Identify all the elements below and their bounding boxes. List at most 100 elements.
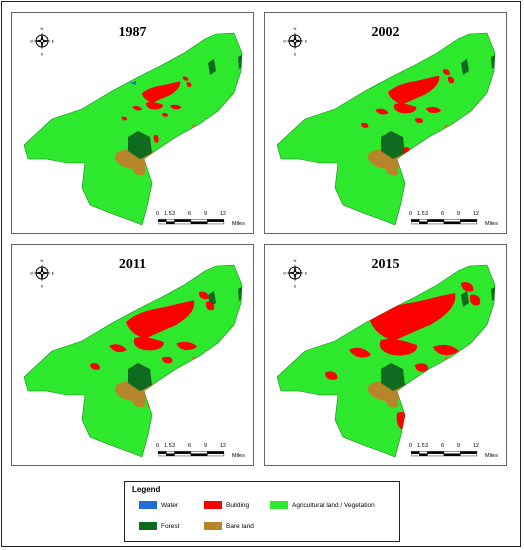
bare-land-area: [132, 162, 146, 176]
scale-tick-label: 3: [172, 211, 176, 217]
building-area: [153, 134, 159, 143]
building-area: [442, 69, 451, 75]
building-area: [133, 337, 164, 351]
compass-e: E: [305, 39, 307, 44]
building-area: [370, 293, 456, 341]
scale-unit: Miles: [232, 453, 245, 459]
compass-w: W: [30, 39, 33, 44]
legend-item-agricultural: Agricultural land / Vegetation: [270, 501, 375, 509]
panel-year: 1987: [118, 25, 147, 40]
scale-bar: 0 1.5 3 6 9 12 Miles: [409, 211, 507, 231]
bare-land-area: [444, 356, 453, 365]
compass-rose: N S W E: [29, 26, 55, 57]
building-area: [109, 344, 127, 353]
legend-swatch-water: [139, 501, 157, 509]
legend-title: Legend: [132, 485, 161, 494]
scale-tick-label: 9: [457, 211, 461, 217]
scale-tick-label: 12: [473, 443, 480, 449]
scale-tick-label: 1.5: [417, 211, 425, 217]
scale-tick-label: 1.5: [417, 443, 425, 449]
building-area: [433, 344, 459, 356]
forest-area: [381, 131, 405, 159]
bare-land-area: [444, 124, 453, 133]
scale-tick-label: 9: [204, 211, 208, 217]
bare-land-area: [191, 124, 200, 133]
land-use-map: [276, 32, 496, 226]
forest-area: [381, 363, 405, 391]
map-panel-2015: N S W E 2015 0 1.5 3 6 9 12 Miles: [264, 244, 507, 466]
compass-w: W: [283, 39, 286, 44]
building-area: [469, 294, 481, 306]
legend-item-forest: Forest: [139, 522, 179, 530]
compass-rose: N S W E: [282, 258, 308, 289]
forest-area: [208, 59, 216, 75]
building-area: [162, 356, 173, 364]
scale-tick-label: 12: [220, 211, 227, 217]
legend-label-bare-land: Bare land: [226, 522, 254, 530]
building-area: [170, 104, 182, 110]
legend-swatch-building: [204, 501, 222, 509]
agricultural-area: [23, 264, 243, 458]
panel-year: 2011: [118, 257, 147, 272]
legend-item-building: Building: [204, 501, 249, 509]
building-area: [461, 282, 474, 292]
compass-e: E: [305, 271, 307, 276]
land-use-map: [23, 264, 243, 458]
scale-bar: 0 1.5 3 6 9 12 Miles: [409, 443, 507, 463]
scale-tick-label: 1.5: [164, 211, 172, 217]
scale-tick-label: 12: [473, 211, 480, 217]
building-area: [205, 301, 215, 311]
building-area: [379, 338, 418, 356]
compass-n: N: [41, 258, 44, 263]
building-area: [198, 291, 209, 300]
bare-land-area: [385, 162, 399, 176]
building-area: [132, 105, 143, 111]
map-panel-1987: N S W E 1987 0 1.5 3 6 9 12 Miles: [11, 12, 254, 234]
bare-land-area: [132, 394, 146, 408]
compass-rose: N S W E: [282, 26, 308, 57]
scale-tick-label: 6: [441, 443, 445, 449]
compass-e: E: [52, 39, 54, 44]
compass-s: S: [294, 284, 297, 289]
building-area: [186, 82, 192, 87]
map-panel-2002: N S W E 2002 0 1.5 3 6 9 12 Miles: [264, 12, 507, 234]
building-area: [176, 341, 198, 351]
building-area: [415, 363, 429, 372]
legend-item-water: Water: [139, 501, 178, 509]
scale-tick-label: 0: [409, 211, 413, 217]
compass-n: N: [41, 26, 44, 31]
map-panel-2011: N S W E 2011 0 1.5 3 6 9 12 Miles: [11, 244, 254, 466]
building-area: [425, 106, 442, 114]
compass-w: W: [283, 271, 286, 276]
building-area: [388, 75, 440, 105]
agricultural-area: [276, 32, 496, 226]
agricultural-area: [276, 264, 496, 458]
compass-s: S: [41, 52, 44, 57]
scale-tick-label: 9: [204, 443, 208, 449]
forest-area: [128, 363, 152, 391]
scale-tick-label: 3: [172, 443, 176, 449]
compass-n: N: [294, 258, 297, 263]
land-use-map: [23, 32, 243, 226]
building-area: [447, 76, 455, 84]
scale-tick-label: 6: [188, 443, 192, 449]
legend-label-forest: Forest: [161, 522, 180, 530]
scale-unit: Miles: [485, 453, 498, 459]
legend-swatch-agricultural: [270, 501, 288, 509]
legend-swatch-forest: [139, 522, 157, 530]
land-use-map: [276, 264, 496, 458]
bare-land-area: [385, 394, 399, 408]
legend: Legend Water Forest Building Bare land A…: [124, 481, 400, 542]
north-arrow-icon: N S W E: [29, 26, 55, 57]
scale-tick-label: 1.5: [164, 443, 172, 449]
north-arrow-icon: N S W E: [29, 258, 55, 289]
building-area: [141, 81, 181, 103]
compass-rose: N S W E: [29, 258, 55, 289]
legend-label-building: Building: [226, 501, 250, 509]
scale-tick-label: 9: [457, 443, 461, 449]
scale-tick-label: 0: [156, 443, 160, 449]
scale-bar: 0 1.5 3 6 9 12 Miles: [156, 211, 254, 231]
building-area: [182, 76, 189, 81]
legend-label-agricultural: Agricultural land / Vegetation: [292, 501, 375, 509]
building-area: [90, 363, 100, 370]
